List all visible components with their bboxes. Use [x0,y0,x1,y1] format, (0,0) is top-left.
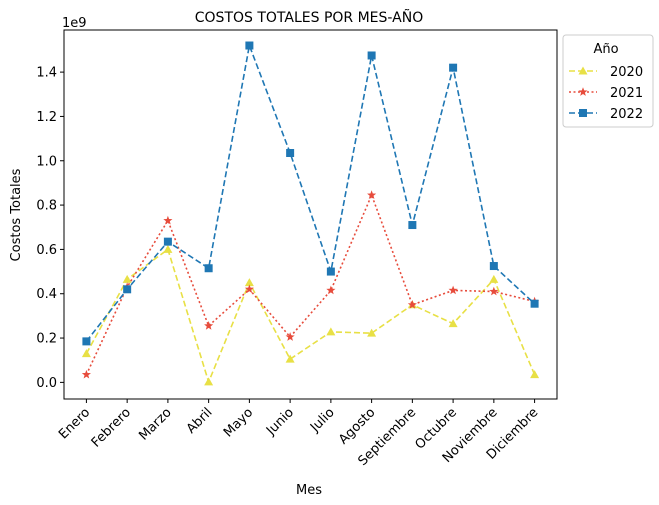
data-point-2020 [285,354,295,363]
data-point-2022 [367,51,376,60]
data-point-2022 [326,267,335,276]
data-point-2021 [81,369,91,379]
plot-area [63,29,558,400]
data-point-2022 [163,237,172,246]
data-point-2020 [489,274,499,283]
data-point-2022 [286,149,295,157]
legend: Año 2020 2021 2022 [562,34,654,128]
legend-label-2022: 2022 [610,107,643,122]
series-line-2020 [85,248,536,385]
legend-box [562,34,654,128]
data-point-2020 [204,377,214,386]
data-point-2021 [448,285,458,295]
data-point-2020 [326,327,336,336]
x-tick-label: Junio [263,405,297,439]
y-tick-label: 0.4 [36,287,57,302]
data-point-2021 [163,215,173,225]
data-point-2022 [204,264,213,273]
data-point-2020 [81,349,91,358]
y-tick-label: 0.0 [36,376,57,391]
series-layer [81,41,540,386]
series-2022 [82,41,539,346]
x-tick-label: Abril [184,405,216,437]
data-point-2021 [204,321,214,330]
x-axis-label: Mes [296,483,322,498]
data-point-2021 [285,332,295,341]
y-axis: 0.0 0.2 0.4 0.6 0.8 1.0 1.2 1.4 [36,66,64,391]
x-tick-label: Enero [56,405,93,442]
x-tick-label: Julio [307,405,338,436]
legend-label-2020: 2020 [610,65,643,80]
data-point-2020 [530,370,540,379]
data-point-2022 [245,41,254,50]
y-tick-label: 1.0 [36,154,57,169]
y-tick-label: 0.8 [36,199,57,214]
data-point-2020 [163,244,173,253]
series-line-2022 [85,42,536,342]
data-point-2021 [244,284,254,294]
y-tick-label: 1.4 [36,66,57,81]
data-point-2022 [489,262,498,271]
data-point-2021 [407,300,417,309]
x-tick-label: Febrero [89,405,134,450]
data-point-2022 [82,337,91,346]
series-2020 [81,244,540,386]
data-point-2021 [489,286,499,296]
data-point-2022 [408,221,417,230]
legend-label-2021: 2021 [610,86,643,101]
data-point-2022 [530,299,539,308]
data-point-2022 [123,285,132,294]
y-multiplier-label: 1e9 [62,16,87,31]
y-tick-label: 1.2 [36,110,57,125]
data-point-2022 [449,63,458,72]
series-line-2021 [85,192,535,375]
legend-marker-2022 [579,109,587,117]
data-point-2021 [326,285,336,295]
y-tick-label: 0.6 [36,243,57,258]
y-axis-label: Costos Totales [9,168,24,261]
data-point-2020 [448,319,458,328]
x-tick-label: Marzo [136,405,174,443]
legend-marker-2020 [578,66,588,75]
legend-marker-2021 [578,87,588,96]
chart-title: COSTOS TOTALES POR MES-AÑO [195,9,423,26]
data-point-2020 [367,328,377,337]
data-point-2020 [122,274,132,283]
series-2021 [81,190,540,379]
data-point-2021 [367,190,377,199]
data-point-2020 [244,278,254,287]
legend-title: Año [593,42,618,57]
x-tick-label: Mayo [221,405,256,440]
y-tick-label: 0.2 [36,332,57,347]
